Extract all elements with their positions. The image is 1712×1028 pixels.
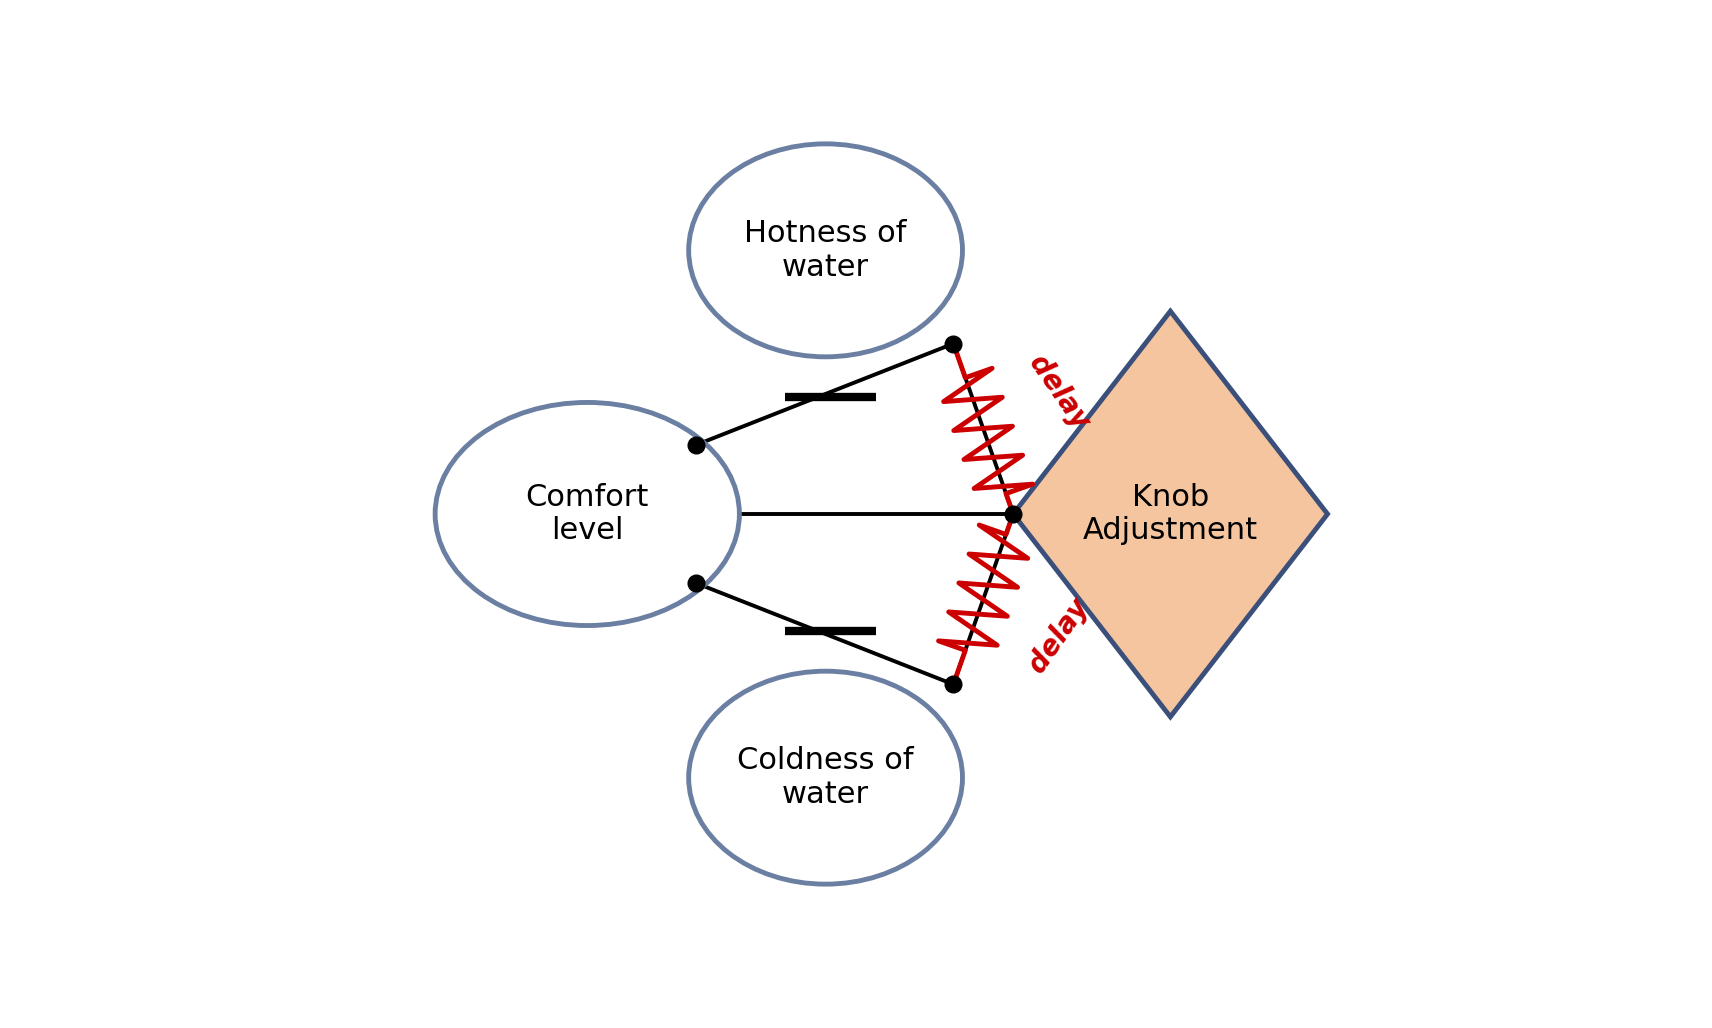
Text: Knob
Adjustment: Knob Adjustment (1082, 483, 1258, 545)
Text: Comfort
level: Comfort level (526, 483, 649, 545)
Text: delay: delay (1024, 593, 1094, 678)
Ellipse shape (435, 402, 740, 626)
Polygon shape (1014, 311, 1327, 717)
Text: Hotness of
water: Hotness of water (745, 219, 907, 282)
Ellipse shape (688, 671, 962, 884)
Ellipse shape (688, 144, 962, 357)
Text: Coldness of
water: Coldness of water (738, 746, 914, 809)
Text: delay: delay (1024, 350, 1094, 435)
